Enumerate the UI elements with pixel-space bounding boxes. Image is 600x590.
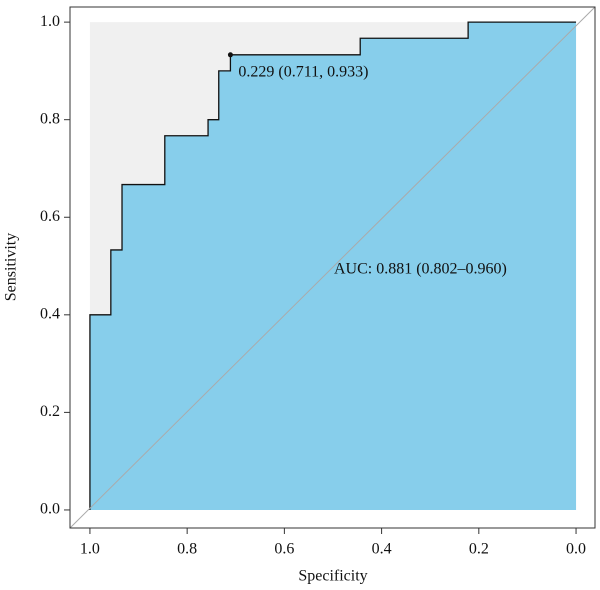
plot-frame xyxy=(69,6,596,529)
y-tick-label: 0.4 xyxy=(40,305,60,322)
x-tick-label: 0.4 xyxy=(372,541,392,558)
y-axis-label: Sensitivity xyxy=(3,233,20,301)
y-tick-label: 1.0 xyxy=(40,13,60,30)
x-tick-label: 0.6 xyxy=(274,541,294,558)
best-point xyxy=(227,52,233,58)
x-tick-label: 0.8 xyxy=(177,541,197,558)
y-tick-label: 0.2 xyxy=(40,403,60,420)
roc-curve xyxy=(89,21,577,510)
x-axis-label: Specificity xyxy=(298,568,367,585)
y-tick-label: 0.8 xyxy=(40,110,60,127)
auc-label: AUC: 0.881 (0.802–0.960) xyxy=(334,261,507,278)
diagonal xyxy=(69,6,596,529)
best-point-label: 0.229 (0.711, 0.933) xyxy=(238,63,368,80)
x-tick-label: 0.2 xyxy=(469,541,489,558)
x-tick-label: 1.0 xyxy=(80,541,100,558)
y-tick-label: 0.0 xyxy=(40,501,60,518)
y-tick-label: 0.6 xyxy=(40,208,60,225)
x-tick-label: 0.0 xyxy=(566,541,586,558)
